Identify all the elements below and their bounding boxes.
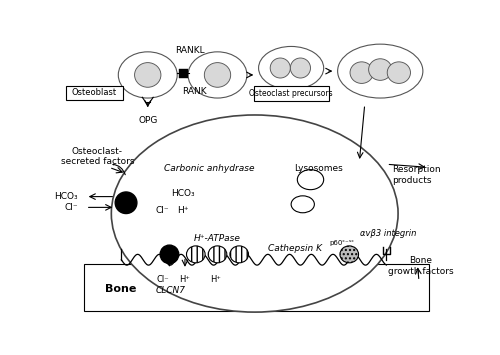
Ellipse shape bbox=[258, 47, 324, 89]
Circle shape bbox=[160, 245, 179, 264]
Ellipse shape bbox=[338, 44, 423, 98]
Text: H⁺-ATPase: H⁺-ATPase bbox=[194, 234, 241, 244]
Text: Osteoclast-
secreted factors: Osteoclast- secreted factors bbox=[60, 147, 134, 166]
Text: H⁺: H⁺ bbox=[177, 206, 188, 215]
Text: Carbonic anhydrase: Carbonic anhydrase bbox=[164, 164, 255, 173]
Ellipse shape bbox=[368, 59, 392, 80]
Text: OPG: OPG bbox=[138, 116, 158, 125]
FancyBboxPatch shape bbox=[66, 86, 123, 100]
Ellipse shape bbox=[298, 170, 324, 190]
Ellipse shape bbox=[118, 52, 177, 98]
Ellipse shape bbox=[204, 62, 231, 87]
Ellipse shape bbox=[112, 115, 398, 312]
Ellipse shape bbox=[208, 246, 227, 263]
Text: H⁺: H⁺ bbox=[180, 275, 190, 284]
Text: Cl⁻: Cl⁻ bbox=[156, 206, 169, 215]
Ellipse shape bbox=[270, 58, 290, 78]
Text: CLCN7: CLCN7 bbox=[156, 286, 186, 295]
Text: H⁺: H⁺ bbox=[210, 275, 222, 284]
Text: Bone: Bone bbox=[105, 284, 136, 294]
Ellipse shape bbox=[291, 196, 314, 213]
Ellipse shape bbox=[340, 246, 358, 263]
Ellipse shape bbox=[230, 246, 248, 263]
FancyBboxPatch shape bbox=[84, 264, 429, 311]
Text: Bone
growth factors: Bone growth factors bbox=[388, 256, 454, 275]
Ellipse shape bbox=[134, 62, 161, 87]
Ellipse shape bbox=[387, 62, 410, 83]
FancyBboxPatch shape bbox=[254, 86, 329, 101]
FancyArrowPatch shape bbox=[113, 164, 125, 175]
Text: Osteoblast: Osteoblast bbox=[72, 88, 117, 97]
Text: αvβ3 integrin: αvβ3 integrin bbox=[360, 229, 416, 238]
Text: Resorption
products: Resorption products bbox=[392, 165, 440, 185]
Text: Cl⁻: Cl⁻ bbox=[64, 203, 78, 212]
Ellipse shape bbox=[186, 246, 205, 263]
Ellipse shape bbox=[350, 62, 374, 83]
Text: Osteoclast precursors: Osteoclast precursors bbox=[250, 89, 333, 98]
Text: p60ᶜ⁻ˢᶜ: p60ᶜ⁻ˢᶜ bbox=[329, 240, 354, 246]
Text: Lysosomes: Lysosomes bbox=[294, 164, 343, 173]
Text: RANK: RANK bbox=[182, 87, 206, 96]
Text: RANKL: RANKL bbox=[176, 46, 205, 55]
Text: HCO₃: HCO₃ bbox=[54, 192, 78, 201]
Text: Cl⁻: Cl⁻ bbox=[157, 275, 170, 284]
Ellipse shape bbox=[188, 52, 247, 98]
Text: Cathepsin K: Cathepsin K bbox=[268, 245, 322, 253]
Text: HCO₃: HCO₃ bbox=[171, 189, 194, 198]
Ellipse shape bbox=[290, 58, 310, 78]
Circle shape bbox=[115, 192, 137, 214]
Bar bbox=[179, 69, 188, 78]
